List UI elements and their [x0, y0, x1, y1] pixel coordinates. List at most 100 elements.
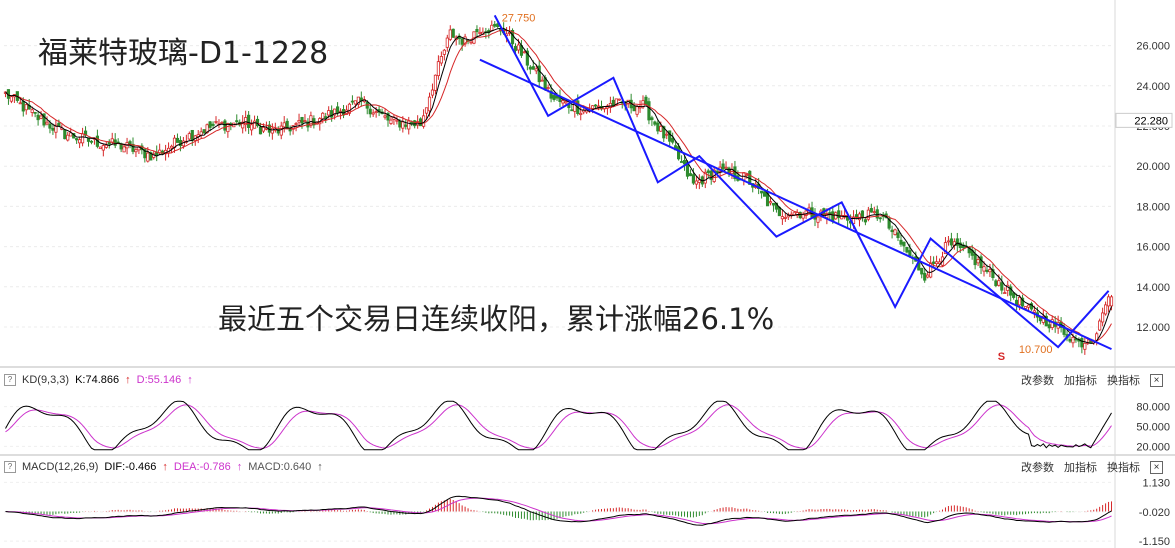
candle-body — [694, 180, 698, 185]
candle-body — [783, 217, 787, 219]
candle-body — [1003, 292, 1007, 294]
candle-body — [943, 242, 948, 255]
candle-body — [300, 117, 304, 124]
candle-body — [1018, 296, 1022, 306]
candle-body — [1026, 304, 1031, 308]
macd-switch-indicator-button[interactable]: 换指标 — [1107, 462, 1140, 474]
candle-body — [297, 120, 301, 123]
candle-body — [831, 211, 835, 222]
candle-body — [875, 209, 879, 219]
candle-body — [988, 269, 992, 273]
kd-switch-indicator-button[interactable]: 换指标 — [1107, 375, 1140, 387]
candle-body — [424, 107, 429, 114]
candle-body — [63, 129, 67, 140]
candle-body — [531, 66, 535, 70]
candle-body — [374, 111, 378, 113]
macd-hist-value: MACD:0.640 — [248, 461, 312, 473]
ma-line-red — [5, 29, 1112, 342]
candle-body — [336, 106, 340, 114]
candle-body — [596, 105, 601, 108]
candle-body — [665, 133, 669, 136]
macd-edit-params-button[interactable]: 改参数 — [1021, 462, 1054, 474]
candle-body — [528, 66, 532, 70]
signal-marker: S — [998, 351, 1005, 363]
candle-body — [178, 139, 183, 147]
candle-body — [350, 100, 355, 103]
up-arrow-icon: ↑ — [236, 461, 243, 473]
candle-body — [475, 28, 479, 33]
candle-body — [902, 241, 906, 247]
candle-body — [220, 121, 224, 124]
candle-body — [656, 122, 660, 132]
candle-body — [211, 123, 215, 126]
macd-close-icon[interactable]: × — [1150, 460, 1163, 474]
candle-body — [552, 95, 556, 100]
candle-body — [478, 31, 482, 34]
candle-body — [33, 111, 37, 114]
kd-add-indicator-button[interactable]: 加指标 — [1064, 375, 1097, 387]
candle-body — [241, 121, 245, 129]
up-arrow-icon: ↑ — [187, 374, 193, 386]
candle-body — [540, 79, 544, 82]
candle-body — [493, 23, 497, 27]
kd-k-line — [5, 400, 1112, 451]
kd-panel-header: ? KD(9,3,3) K:74.866 ↑ D:55.146 ↑ 改参数 加指… — [0, 371, 1175, 389]
candle-body — [143, 149, 147, 159]
candle-body — [294, 123, 298, 125]
candle-body — [122, 146, 126, 153]
candle-body — [564, 101, 568, 104]
candle-body — [258, 126, 263, 135]
macd-add-indicator-button[interactable]: 加指标 — [1064, 462, 1097, 474]
candle-body — [1032, 310, 1037, 313]
candle-body — [1009, 286, 1013, 296]
candle-body — [261, 126, 266, 132]
candle-body — [985, 269, 989, 272]
up-arrow-icon: ↑ — [162, 461, 168, 473]
candle-body — [460, 38, 464, 45]
price-tick-label: 16.000 — [1136, 242, 1170, 254]
candle-body — [570, 109, 574, 112]
candle-body — [1050, 319, 1054, 328]
candle-body — [451, 28, 455, 38]
candle-body — [976, 259, 980, 264]
candle-body — [1071, 336, 1075, 344]
candle-body — [516, 44, 521, 51]
candle-body — [863, 219, 867, 223]
candle-body — [448, 29, 452, 40]
candle-body — [389, 119, 393, 124]
candle-body — [430, 89, 435, 96]
candle-body — [270, 127, 274, 134]
candle-body — [128, 141, 132, 145]
candle-body — [934, 261, 939, 265]
last-price-label: 22.280 — [1134, 115, 1168, 127]
candle-body — [223, 120, 227, 131]
candle-body — [24, 104, 28, 111]
candle-body — [982, 266, 986, 272]
candle-body — [404, 124, 408, 127]
candle-body — [463, 36, 467, 45]
candle-body — [869, 208, 873, 213]
kd-edit-params-button[interactable]: 改参数 — [1021, 375, 1054, 387]
kd-close-icon[interactable]: × — [1150, 373, 1163, 387]
candle-body — [98, 146, 102, 150]
candle-body — [333, 108, 337, 116]
candle-body — [771, 202, 776, 206]
candle-body — [549, 90, 553, 99]
candle-body — [255, 118, 260, 127]
macd-help-icon[interactable]: ? — [4, 461, 16, 473]
kd-help-icon[interactable]: ? — [4, 374, 16, 386]
macd-dif-value: DIF:-0.466 — [104, 461, 157, 473]
candle-body — [682, 160, 687, 165]
candle-body — [1106, 296, 1111, 307]
candle-body — [199, 131, 203, 136]
candle-body — [419, 118, 423, 127]
candle-body — [887, 218, 891, 229]
candle-body — [893, 229, 897, 235]
candle-body — [872, 211, 876, 214]
candle-body — [86, 137, 91, 142]
candle-body — [469, 41, 473, 44]
candle-body — [146, 152, 150, 162]
